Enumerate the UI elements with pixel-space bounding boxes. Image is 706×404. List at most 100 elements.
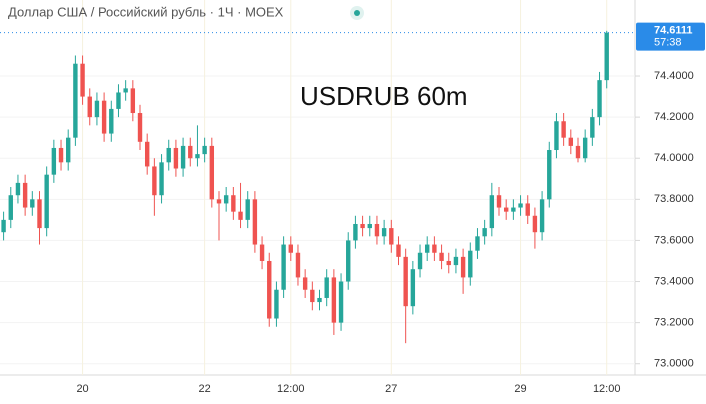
candle-body xyxy=(317,297,322,303)
candle-body xyxy=(66,137,71,163)
candle-body xyxy=(389,228,394,245)
candle-body xyxy=(453,256,459,266)
candle-body xyxy=(130,88,136,114)
candle-body xyxy=(180,145,186,169)
candle-body xyxy=(460,256,466,278)
candle-body xyxy=(302,277,308,290)
x-tick-label: 12:00 xyxy=(593,383,621,395)
candle-body xyxy=(22,182,28,208)
candle-body xyxy=(518,203,523,208)
candle-body xyxy=(561,121,566,138)
candle-body xyxy=(288,244,293,253)
candle-body xyxy=(539,199,545,233)
candle-body xyxy=(281,244,286,290)
candle-body xyxy=(73,63,78,138)
candle-body xyxy=(8,195,13,220)
candle-body xyxy=(94,100,100,118)
y-tick-label: 73.4000 xyxy=(654,275,694,287)
candle-body xyxy=(324,277,329,298)
y-tick-label: 73.0000 xyxy=(654,358,694,370)
candle-body xyxy=(166,147,171,163)
candle-body xyxy=(238,211,243,220)
candle-body xyxy=(582,137,588,159)
candle-body xyxy=(554,121,559,151)
candle-body xyxy=(338,281,344,323)
annotation: USDRUB 60m xyxy=(300,81,468,111)
candle-body xyxy=(475,236,480,251)
candle-body xyxy=(58,147,64,163)
candle-body xyxy=(274,289,279,319)
x-tick-label: 20 xyxy=(76,383,88,395)
candle-body xyxy=(51,147,57,175)
candle-body xyxy=(590,117,595,138)
candle-body xyxy=(403,256,408,307)
candle-body xyxy=(144,141,150,167)
candle-body xyxy=(123,88,128,93)
y-tick-label: 73.2000 xyxy=(654,317,694,329)
plot-area xyxy=(0,0,635,375)
candle-body xyxy=(496,195,502,208)
y-tick-label: 74.0000 xyxy=(654,152,694,164)
candle-body xyxy=(202,145,207,155)
candle-body xyxy=(30,199,35,208)
candle-body xyxy=(295,252,301,278)
x-tick-label: 22 xyxy=(199,383,211,395)
last-price-tag xyxy=(636,22,705,51)
candle-body xyxy=(87,96,92,118)
candle-body xyxy=(137,113,143,142)
candle-body xyxy=(116,92,121,109)
candle-body xyxy=(482,228,487,237)
candle-body xyxy=(381,228,387,237)
candle-body xyxy=(331,277,337,323)
candle-body xyxy=(425,244,430,253)
candle-body xyxy=(80,63,85,97)
candle-body xyxy=(396,244,401,257)
candle-body xyxy=(109,108,114,134)
candle-body xyxy=(489,195,495,229)
candle-body xyxy=(1,219,6,233)
candle-body xyxy=(597,80,602,118)
candle-body xyxy=(604,32,609,81)
candle-body xyxy=(152,166,157,196)
candle-body xyxy=(525,203,530,216)
y-tick-label: 73.8000 xyxy=(654,193,694,205)
candle-body xyxy=(267,260,272,319)
candle-body xyxy=(417,252,423,270)
candle-body xyxy=(446,260,451,266)
candle-body xyxy=(360,223,365,229)
candle-body xyxy=(568,137,574,146)
candle-body xyxy=(44,174,49,229)
candle-body xyxy=(259,244,265,261)
candle-body xyxy=(245,199,250,220)
chart-title: Доллар США / Российский рубль · 1Ч · MOE… xyxy=(8,4,284,19)
candle-body xyxy=(410,269,416,307)
candle-body xyxy=(503,207,509,212)
candle-body xyxy=(15,182,21,196)
x-tick-label: 29 xyxy=(514,383,526,395)
candle-body xyxy=(432,244,437,253)
candle-body xyxy=(188,145,193,159)
candle-body xyxy=(468,250,473,278)
x-tick-label: 27 xyxy=(385,383,397,395)
candle-body xyxy=(374,223,380,237)
candle-body xyxy=(216,199,222,204)
candle-body xyxy=(159,162,164,196)
candle-body xyxy=(575,145,581,159)
candle-body xyxy=(252,199,258,245)
candle-body xyxy=(223,195,229,204)
candle-body xyxy=(310,289,315,303)
candle-body xyxy=(353,223,358,241)
status-dot xyxy=(354,10,360,16)
candle-body xyxy=(173,147,179,169)
candle-body xyxy=(231,195,236,212)
candle-body xyxy=(547,150,552,200)
candle-body xyxy=(209,145,215,200)
last-price-label: 74.6111 xyxy=(654,25,693,37)
candle-body xyxy=(195,154,200,159)
x-tick-label: 12:00 xyxy=(277,383,305,395)
candle-body xyxy=(439,252,444,261)
y-tick-label: 74.2000 xyxy=(654,111,694,123)
candle-body xyxy=(532,215,538,233)
